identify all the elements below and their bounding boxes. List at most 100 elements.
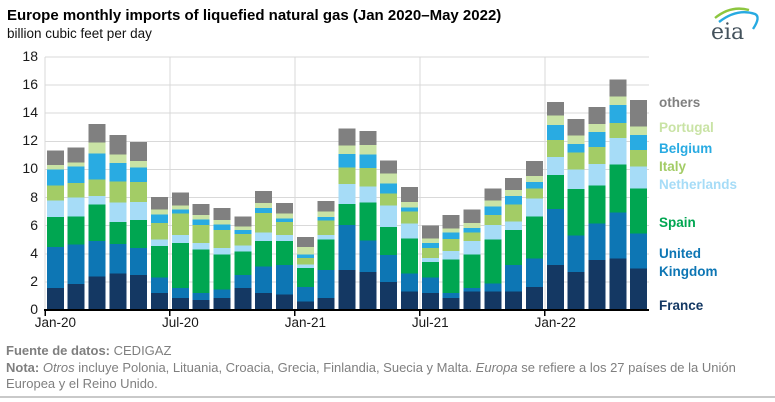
bar-segment-Nov-21-Netherlands [505,221,523,230]
y-tick-label-8: 8 [30,188,38,205]
y-tick-label-16: 16 [22,76,38,93]
bar-segment-Mar-21-France [338,269,356,310]
bar-segment-Sep-20-Belgium [213,224,231,230]
bar-segment-Mar-21-Portugal [338,145,356,154]
note-text-1: incluye Polonia, Lituania, Croacia, Grec… [74,360,476,375]
bar-segment-Mar-22-Belgium [588,132,606,147]
bar-segment-Oct-21-Belgium [484,206,502,216]
bar-segment-Dec-21-Spain [525,216,543,259]
bar-segment-Jul-20-Italy [171,213,189,235]
bar-segment-Jan-22-Belgium [546,125,564,140]
bar-segment-Jun-20-Netherlands [151,239,169,247]
bar-segment-Jun-20-Spain [151,246,169,278]
bar-segment-Jul-21-United Kingdom [421,277,439,294]
bar-segment-Nov-21-France [505,291,523,310]
bar-segment-Nov-20-Netherlands [255,232,273,242]
bar-segment-Apr-21-United Kingdom [359,240,377,273]
bar-segment-Dec-20-others [276,203,294,214]
bar-segment-Feb-20-United Kingdom [67,244,85,284]
bar-segment-Jan-21-others [296,236,314,247]
bar-segment-Feb-20-Portugal [67,162,85,167]
legend-netherlands: Netherlands [659,177,738,192]
bar-segment-Oct-21-Portugal [484,200,502,207]
bar-segment-Nov-20-France [255,293,273,310]
bar-segment-Jul-20-Portugal [171,205,189,210]
legend-spain: Spain [659,215,696,230]
bar-segment-Apr-20-others [109,135,127,155]
bar-segment-Jul-21-Belgium [421,243,439,249]
note-text-2: se refiere a los 27 países de la Unión E… [6,360,736,391]
bar-segment-Jan-20-others [46,150,64,166]
bar-segment-Feb-22-Italy [567,152,585,170]
bar-segment-Apr-22-France [609,258,627,310]
bar-segment-Oct-20-Belgium [234,229,252,235]
bar-segment-Jul-20-Belgium [171,209,189,214]
bar-segment-Aug-21-Belgium [442,232,460,240]
bar-segment-Feb-20-Italy [67,182,85,198]
bar-segment-Jan-22-others [546,101,564,116]
bar-segment-Jul-21-Portugal [421,238,439,244]
bar-segment-Apr-20-Belgium [109,163,127,182]
y-tick-label-0: 0 [30,301,38,317]
bar-segment-Mar-20-others [88,123,106,143]
bar-segment-Mar-22-France [588,260,606,310]
bar-segment-May-20-Italy [130,182,148,202]
source-label: Fuente de datos: [6,343,111,358]
note-label: Nota: [6,360,40,375]
bar-segment-Feb-22-Spain [567,189,585,236]
bar-segment-Nov-20-Spain [255,241,273,267]
bar-segment-Sep-20-Italy [213,229,231,249]
bar-segment-Mar-22-Italy [588,146,606,164]
bar-segment-Apr-22-others [609,79,627,97]
bar-segment-Oct-21-others [484,188,502,201]
bar-segment-Feb-22-Portugal [567,135,585,145]
legend-united-kingdom: United Kingdom [659,246,718,279]
bar-segment-Mar-20-Netherlands [88,196,106,205]
bar-segment-Mar-21-United Kingdom [338,224,356,270]
bar-segment-Nov-21-Italy [505,204,523,222]
bar-segment-Apr-20-France [109,273,127,310]
y-tick-label-2: 2 [30,272,38,289]
bar-segment-Jun-20-United Kingdom [151,277,169,294]
bar-segment-Jun-21-Italy [400,211,418,224]
bar-segment-May-22-United Kingdom [630,233,648,269]
bar-segment-Dec-21-Portugal [525,175,543,183]
bar-segment-Jul-21-Spain [421,262,439,278]
bar-segment-May-22-France [630,268,648,310]
bar-segment-Mar-21-Spain [338,203,356,225]
bar-segment-Oct-20-Netherlands [234,245,252,252]
bar-segment-Jun-21-Netherlands [400,223,418,239]
bar-segment-Dec-21-France [525,286,543,310]
bar-segment-May-21-others [380,160,398,174]
bar-segment-Jun-21-Spain [400,238,418,274]
bar-segment-Mar-21-Italy [338,167,356,185]
bar-segment-Dec-21-Italy [525,188,543,199]
bar-segment-Nov-21-Spain [505,229,523,266]
x-tick-label-Jul-21: Jul-21 [411,315,449,330]
bar-segment-Feb-21-Italy [317,220,335,235]
eia-logo-graphic: eia [711,7,759,45]
bar-segment-Jan-22-Portugal [546,115,564,126]
bar-segment-Feb-21-United Kingdom [317,269,335,299]
bar-segment-Apr-20-Spain [109,222,127,244]
bar-segment-Oct-21-France [484,291,502,310]
bar-segment-Oct-20-France [234,288,252,310]
bar-segment-Jul-21-others [421,225,439,239]
bar-segment-Nov-20-Belgium [255,208,273,214]
bar-segment-Apr-22-Belgium [609,104,627,124]
x-tick-label-Jan-22: Jan-22 [534,315,576,330]
data-source-line: Fuente de datos: CEDIGAZ [6,343,768,358]
note-italic-europa: Europa [475,360,518,375]
bar-segment-Dec-20-United Kingdom [276,265,294,295]
bar-segment-Aug-21-others [442,215,460,229]
bar-segment-Sep-21-Spain [463,254,481,289]
bar-segment-May-21-Belgium [380,183,398,194]
bar-segment-May-20-France [130,274,148,310]
bar-segment-May-22-Netherlands [630,166,648,189]
bar-segment-Jan-22-United Kingdom [546,208,564,266]
bar-segment-Aug-21-Italy [442,239,460,251]
bar-segment-Mar-22-Spain [588,185,606,224]
bar-segment-Jul-20-Spain [171,243,189,289]
bar-segment-Mar-21-others [338,128,356,146]
bar-segment-Aug-20-Spain [192,249,210,294]
